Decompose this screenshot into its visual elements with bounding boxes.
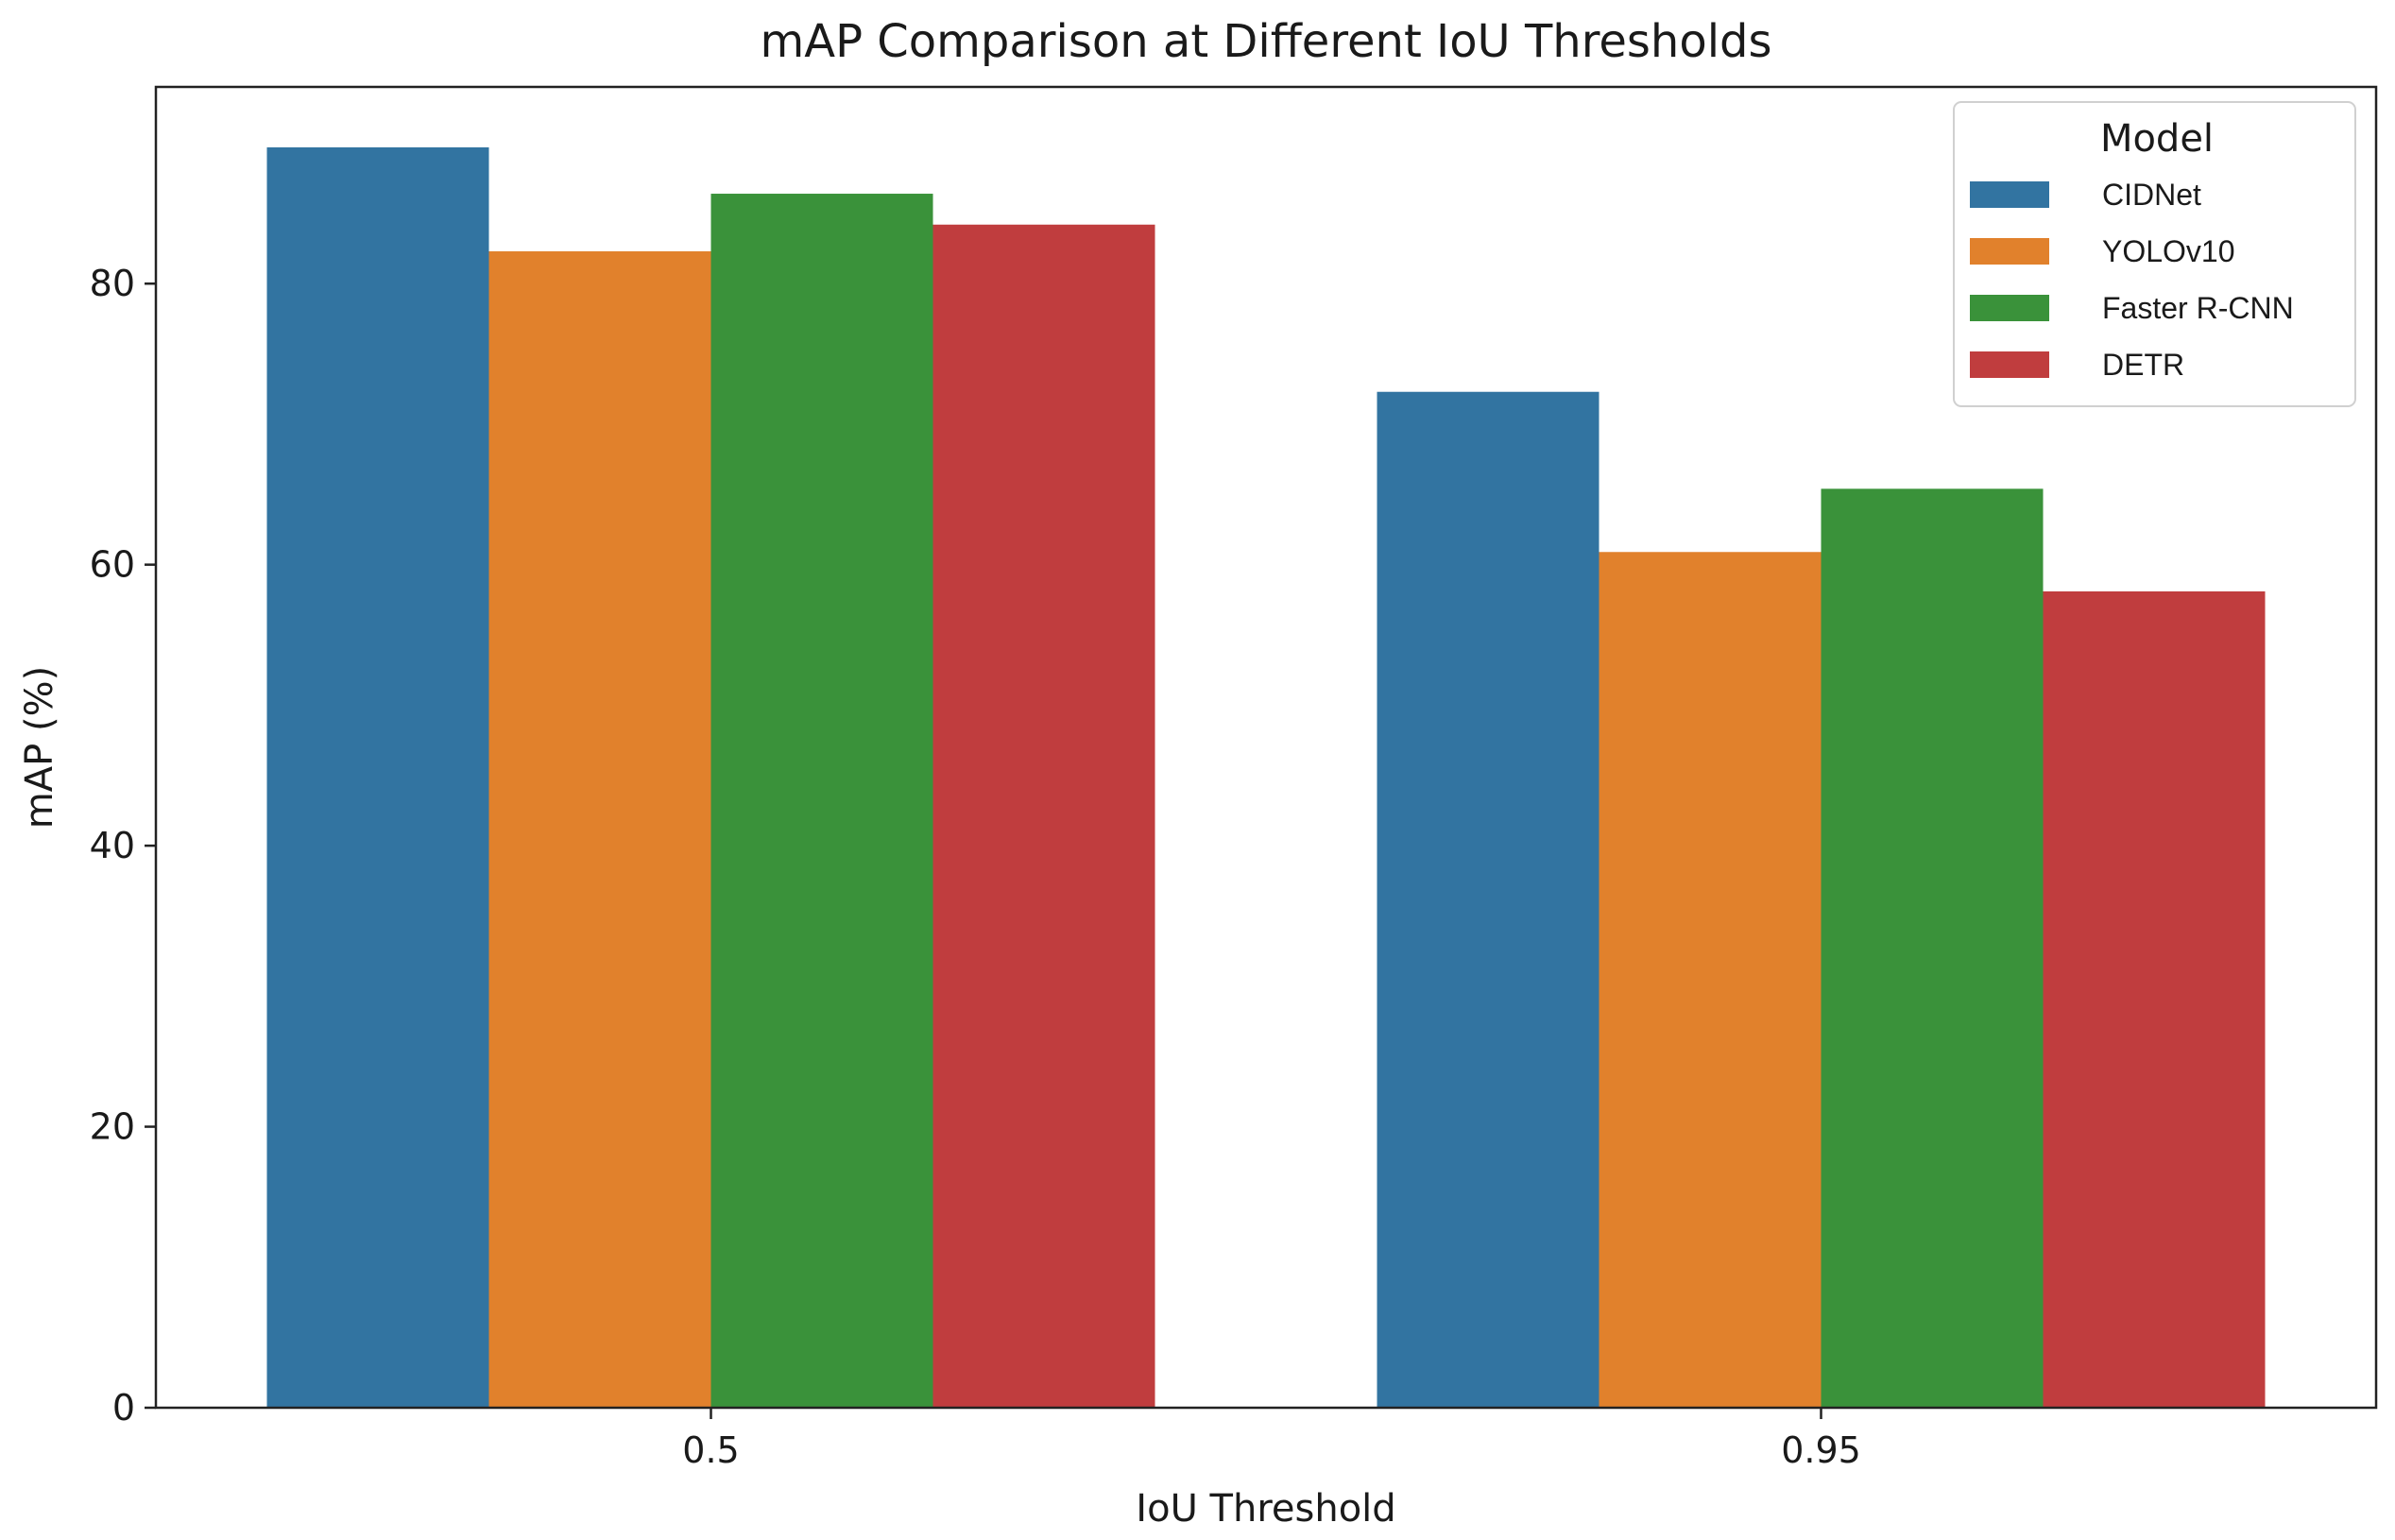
legend-item-cidnet: CIDNet <box>1970 178 2201 212</box>
legend-label: Faster R-CNN <box>2102 291 2294 325</box>
y-axis-label: mAP (%) <box>18 666 61 829</box>
y-tick-label: 20 <box>90 1106 135 1148</box>
legend-swatch <box>1970 351 2049 378</box>
legend-swatch <box>1970 295 2049 321</box>
legend-label: CIDNet <box>2102 178 2201 212</box>
x-tick-label: 0.95 <box>1781 1429 1861 1471</box>
legend-box <box>1953 101 2356 407</box>
bar-detr-0-95 <box>2043 590 2266 1408</box>
y-tick-label: 80 <box>90 263 135 304</box>
legend-item-detr: DETR <box>1970 348 2184 382</box>
legend-title: Model <box>2100 117 2214 161</box>
legend-swatch <box>1970 238 2049 265</box>
legend-label: DETR <box>2102 348 2184 382</box>
bar-detr-0-5 <box>932 224 1155 1408</box>
x-axis-label: IoU Threshold <box>1136 1487 1395 1531</box>
legend-label: YOLOv10 <box>2102 234 2235 268</box>
y-tick-label: 0 <box>112 1387 135 1429</box>
x-tick-label: 0.5 <box>682 1429 739 1471</box>
bar-faster-r-cnn-0-5 <box>710 194 933 1408</box>
chart-title: mAP Comparison at Different IoU Threshol… <box>760 15 1771 68</box>
bar-cidnet-0-95 <box>1377 391 1600 1409</box>
bars-layer <box>266 146 2266 1409</box>
x-axis: 0.5 0.95 <box>682 1408 1861 1471</box>
bar-faster-r-cnn-0-95 <box>1821 488 2044 1408</box>
legend-swatch <box>1970 181 2049 208</box>
bar-yolov10-0-95 <box>1599 552 1822 1408</box>
legend-item-faster-r-cnn: Faster R-CNN <box>1970 291 2294 325</box>
y-axis: 0 20 40 60 80 <box>90 263 156 1429</box>
bar-yolov10-0-5 <box>488 251 711 1408</box>
y-tick-label: 40 <box>90 825 135 866</box>
legend-item-yolov10: YOLOv10 <box>1970 234 2235 268</box>
legend-items: CIDNet YOLOv10 Faster R-CNN DETR <box>1970 178 2294 382</box>
bar-cidnet-0-5 <box>266 146 489 1409</box>
plot-frame <box>154 85 2378 1410</box>
y-tick-label: 60 <box>90 544 135 586</box>
legend: Model CIDNet YOLOv10 Faster R-CNN DETR <box>1953 101 2356 407</box>
